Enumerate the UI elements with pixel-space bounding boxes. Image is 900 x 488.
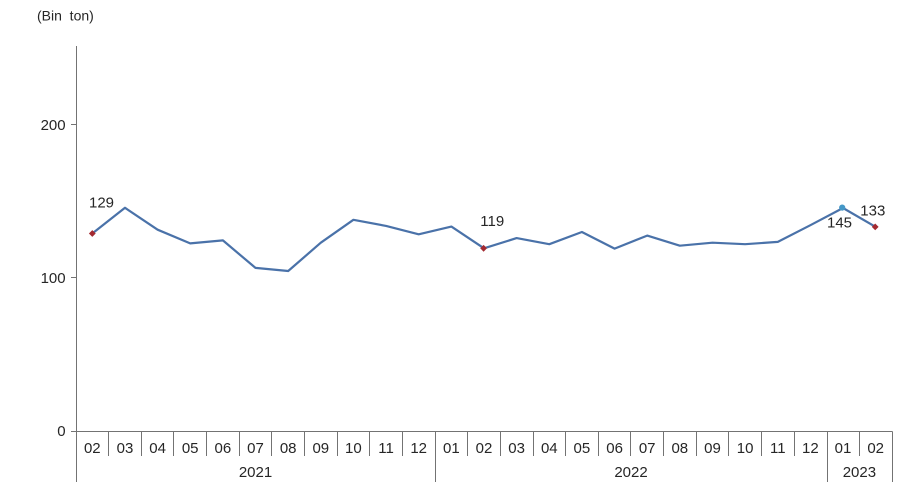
svg-text:2023: 2023 [843, 464, 876, 481]
svg-text:04: 04 [149, 440, 166, 457]
svg-text:129: 129 [89, 195, 114, 212]
svg-text:145: 145 [827, 215, 852, 232]
svg-text:200: 200 [41, 117, 66, 134]
svg-text:11: 11 [378, 440, 394, 457]
svg-text:2021: 2021 [239, 464, 272, 481]
svg-text:08: 08 [280, 440, 297, 457]
svg-text:06: 06 [606, 440, 623, 457]
svg-text:08: 08 [671, 440, 688, 457]
svg-text:03: 03 [508, 440, 525, 457]
svg-text:06: 06 [215, 440, 232, 457]
svg-text:10: 10 [737, 440, 754, 457]
svg-text:09: 09 [312, 440, 329, 457]
svg-text:10: 10 [345, 440, 362, 457]
svg-text:12: 12 [410, 440, 427, 457]
svg-text:(Bin ton): (Bin ton) [37, 8, 94, 24]
svg-text:100: 100 [41, 270, 66, 287]
svg-text:07: 07 [639, 440, 656, 457]
svg-text:04: 04 [541, 440, 558, 457]
svg-text:12: 12 [802, 440, 819, 457]
svg-text:03: 03 [117, 440, 134, 457]
svg-text:02: 02 [867, 440, 884, 457]
svg-text:05: 05 [182, 440, 199, 457]
svg-text:133: 133 [860, 202, 885, 219]
svg-text:02: 02 [476, 440, 493, 457]
svg-text:01: 01 [443, 440, 460, 457]
svg-text:119: 119 [480, 213, 504, 230]
svg-text:05: 05 [574, 440, 591, 457]
svg-text:09: 09 [704, 440, 721, 457]
svg-text:2022: 2022 [614, 464, 647, 481]
svg-text:01: 01 [835, 440, 852, 457]
svg-text:07: 07 [247, 440, 264, 457]
svg-text:0: 0 [57, 423, 65, 440]
svg-text:11: 11 [770, 440, 786, 457]
svg-text:02: 02 [84, 440, 101, 457]
